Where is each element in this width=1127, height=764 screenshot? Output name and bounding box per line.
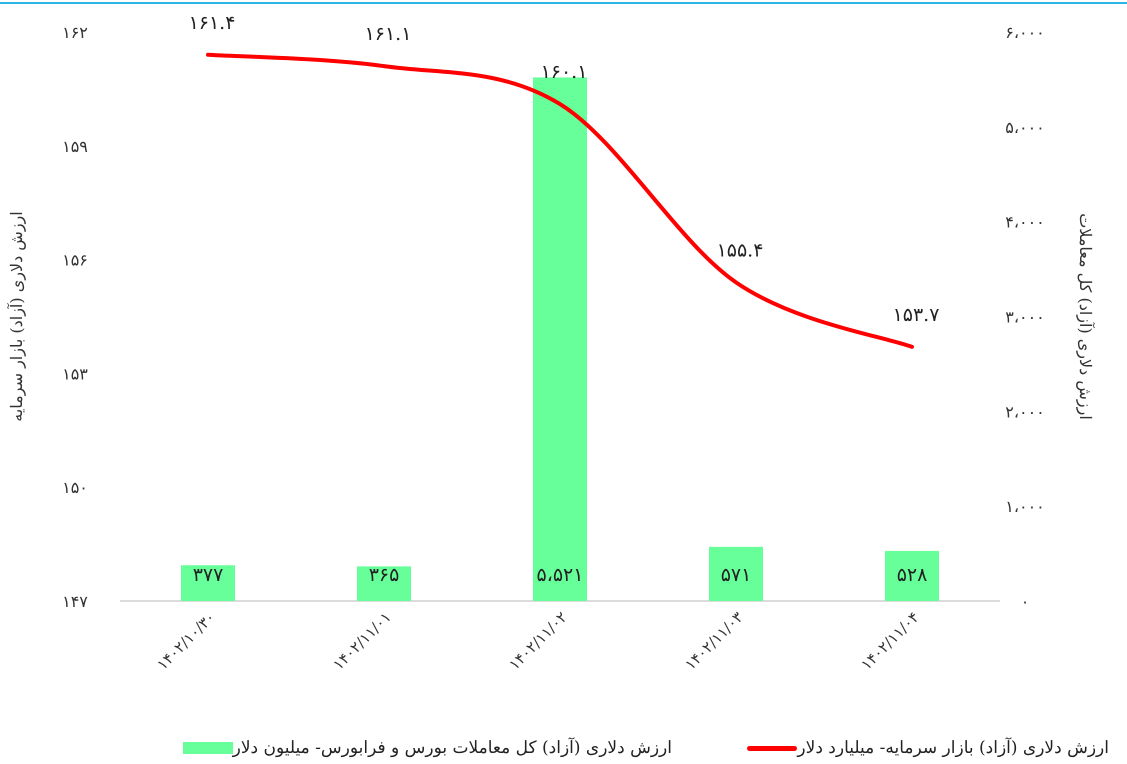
y-right-tick-label: ۱،۰۰۰: [1005, 497, 1045, 516]
y-left-tick-label: ۱۶۲: [62, 23, 88, 42]
bar-data-label: ۵،۵۲۱: [537, 564, 584, 586]
bar-data-label: ۵۷۱: [721, 564, 752, 586]
bar: [181, 565, 235, 601]
y-left-tick-label: ۱۵۰: [62, 478, 88, 497]
line-data-label: ۱۵۳.۷: [893, 304, 940, 326]
y-right-tick-label: ۴،۰۰۰: [1005, 213, 1045, 232]
y-left-tick-label: ۱۵۹: [62, 137, 88, 156]
y-left-axis-label: ارزش دلاری (آزاد) بازار سرمایه: [6, 211, 26, 421]
bar-data-label: ۳۷۷: [193, 564, 224, 586]
y-right-tick-label: ۲،۰۰۰: [1005, 402, 1045, 421]
y-left-tick-label: ۱۵۶: [62, 251, 88, 270]
x-tick-label: ۱۴۰۲/۱۰/۳۰: [153, 608, 218, 673]
line-data-label: ۱۶۰.۱: [541, 61, 588, 83]
x-tick-label: ۱۴۰۲/۱۱/۰۳: [681, 608, 746, 673]
series-line: [206, 52, 914, 349]
bar-data-label: ۳۶۵: [369, 564, 400, 586]
y-left-tick-label: ۱۴۷: [62, 592, 88, 611]
legend-swatch-line: [747, 745, 798, 751]
legend: ارزش دلاری (آزاد) بازار سرمایه- میلیارد …: [0, 735, 1127, 761]
y-right-tick-label: ۶،۰۰۰: [1005, 23, 1045, 42]
legend-item-bar: ارزش دلاری (آزاد) کل معاملات بورس و فراب…: [177, 735, 672, 761]
line-data-label: ۱۶۱.۴: [189, 12, 236, 34]
y-left-tick-label: ۱۵۳: [62, 364, 88, 383]
line-data-label: ۱۵۵.۴: [717, 239, 764, 261]
x-tick-label: ۱۴۰۲/۱۱/۰۱: [329, 608, 394, 673]
bar: [533, 77, 587, 601]
line-data-label: ۱۶۱.۱: [365, 23, 412, 45]
bar: [885, 550, 939, 601]
legend-label-line: ارزش دلاری (آزاد) بازار سرمایه- میلیارد …: [797, 738, 1109, 758]
bar: [709, 546, 763, 601]
y-right-tick-label: ۵،۰۰۰: [1005, 118, 1045, 137]
x-tick-label: ۱۴۰۲/۱۱/۰۴: [857, 608, 922, 673]
legend-label-bar: ارزش دلاری (آزاد) کل معاملات بورس و فراب…: [232, 738, 672, 758]
chart: ۱۴۷ ۱۵۰ ۱۵۳ ۱۵۶ ۱۵۹ ۱۶۲ ۰ ۱،۰۰۰ ۲،۰۰۰ ۳،۰۰۰ ۴،۰۰۰ ۵…: [0, 2, 1127, 674]
bar: [357, 566, 411, 601]
y-right-axis-label: ارزش دلاری (آزاد) کل معاملات: [1076, 213, 1096, 420]
legend-item-line: ارزش دلاری (آزاد) بازار سرمایه- میلیارد …: [741, 735, 1109, 761]
legend-swatch-bar: [182, 742, 233, 754]
x-tick-label: ۱۴۰۲/۱۱/۰۲: [505, 608, 570, 673]
y-right-tick-label: ۳،۰۰۰: [1005, 308, 1045, 327]
bar-data-label: ۵۲۸: [897, 564, 928, 586]
y-right-tick-label: ۰: [1021, 592, 1030, 611]
